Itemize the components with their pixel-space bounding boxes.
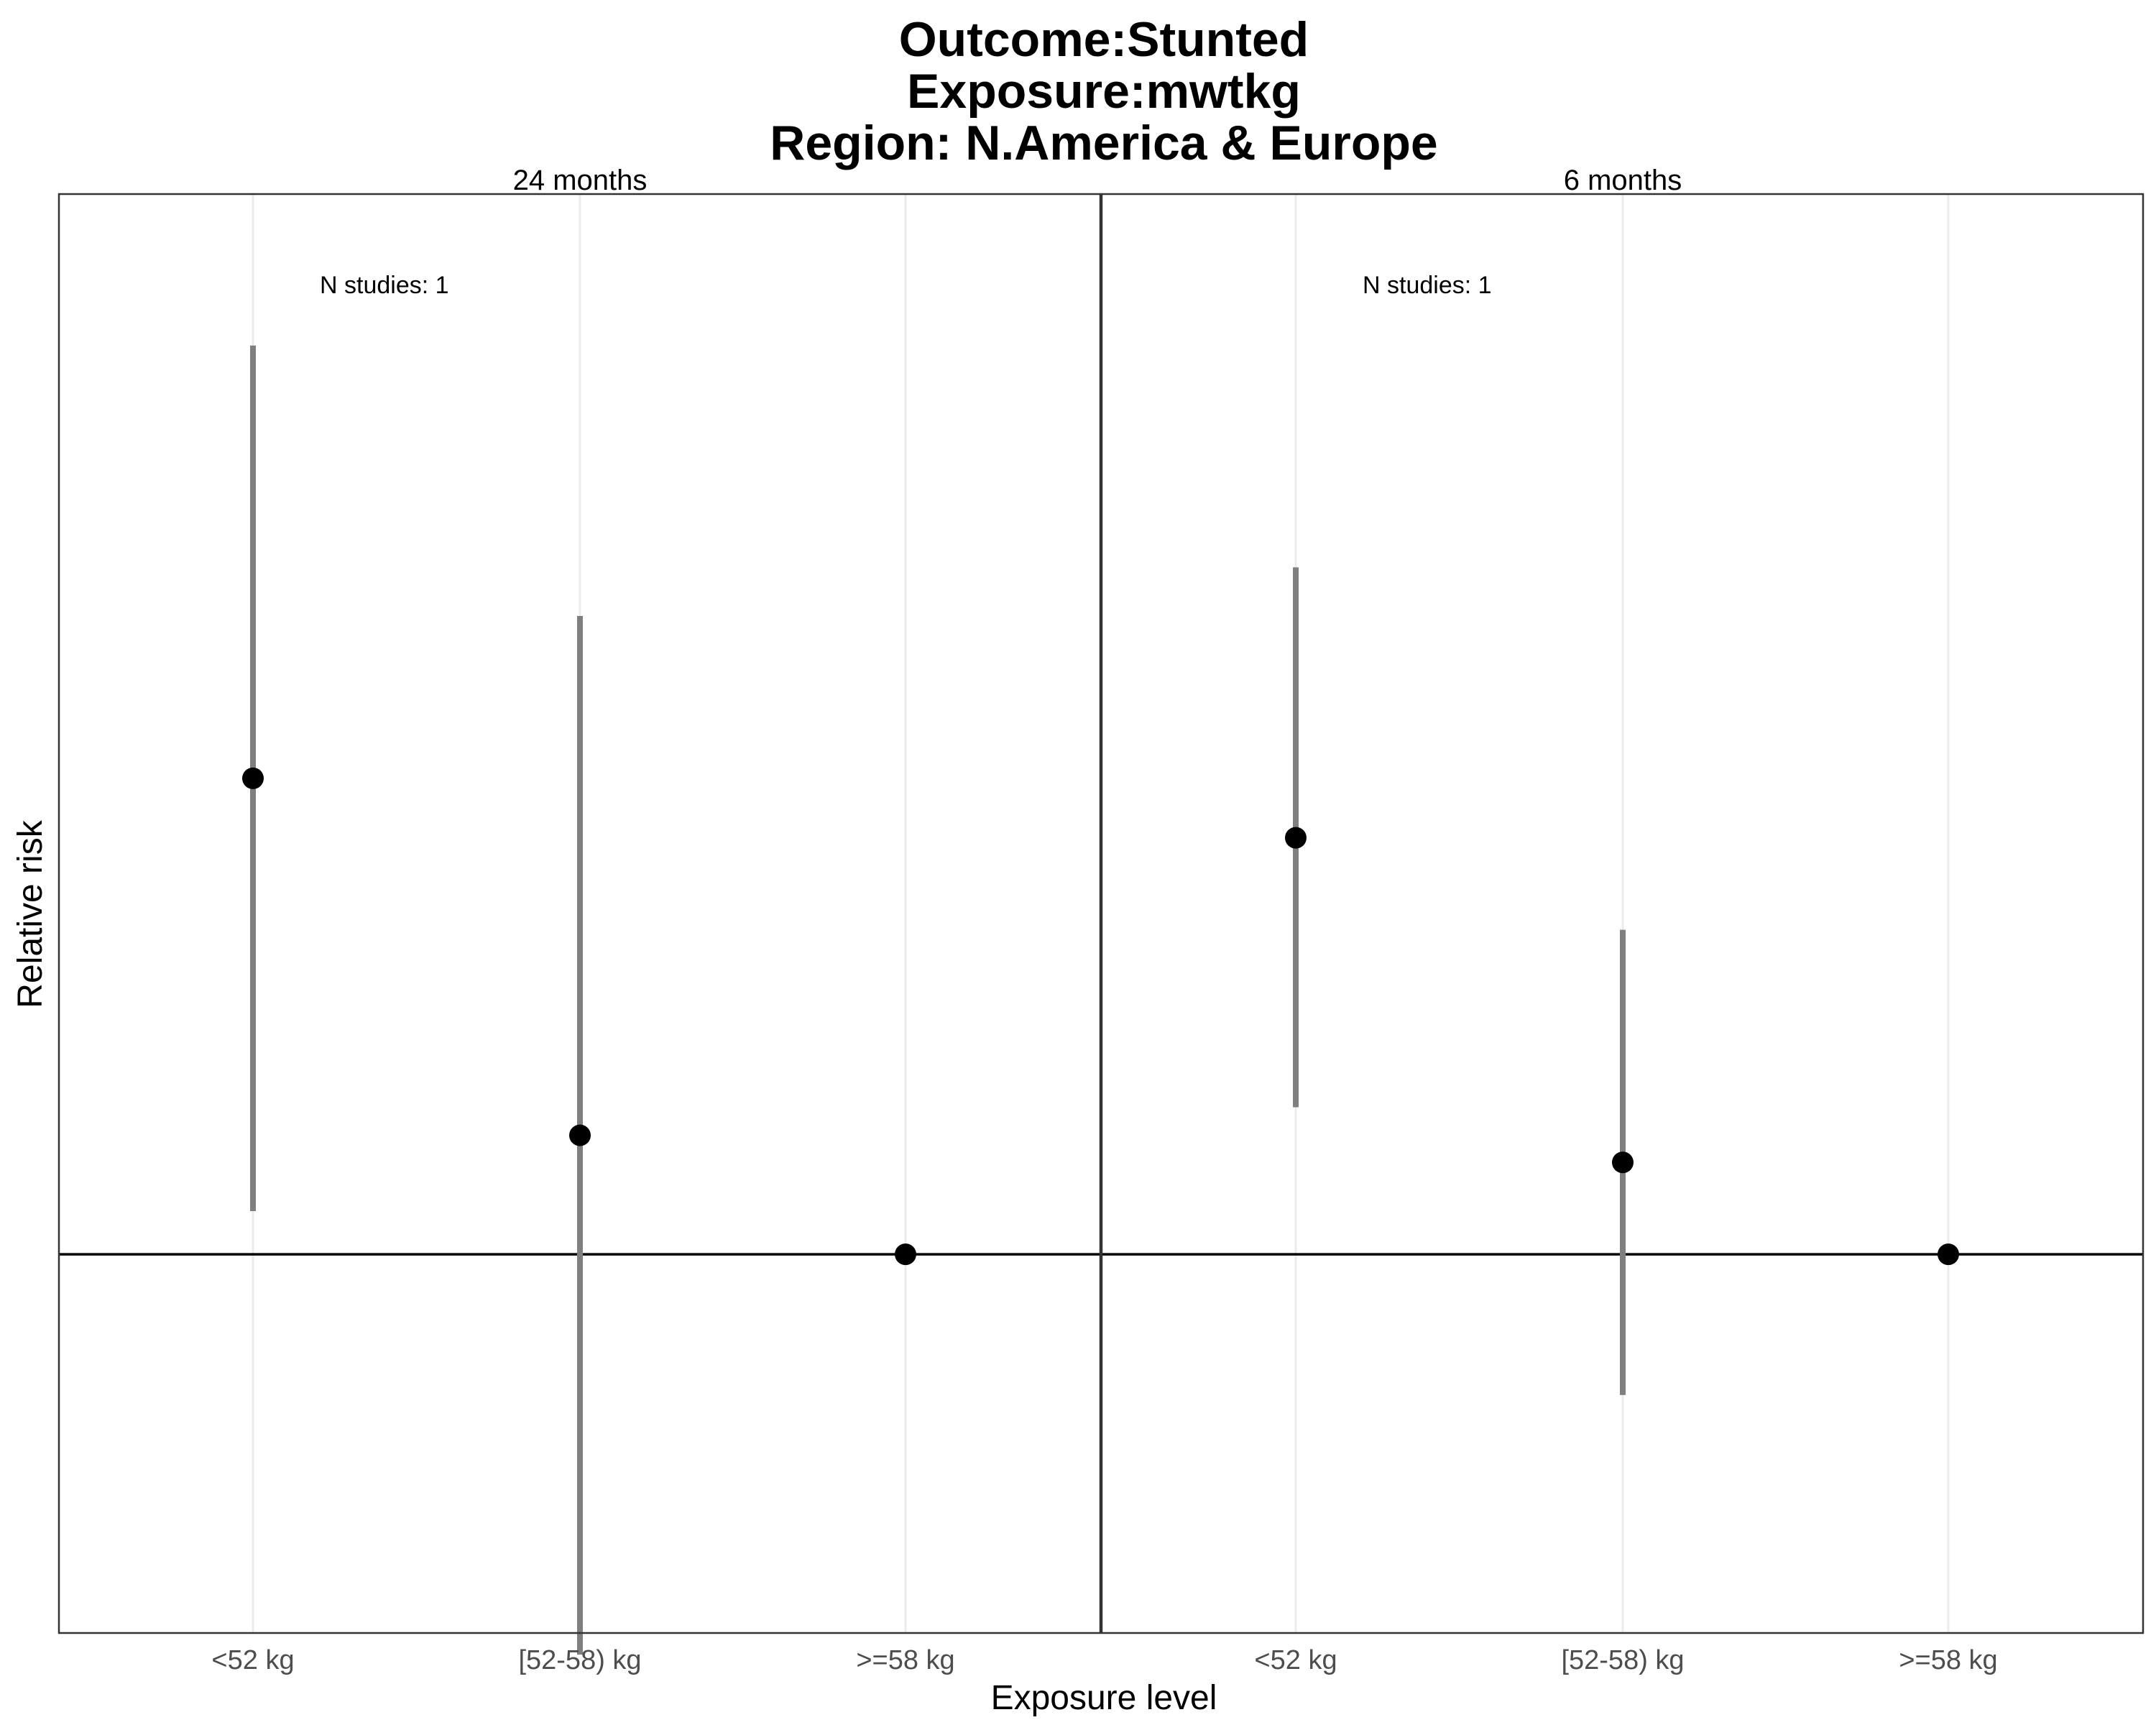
x-tick-label: [52-58) kg bbox=[1561, 1645, 1684, 1675]
chart-title-line-3: Region: N.America & Europe bbox=[770, 116, 1438, 170]
point-estimate bbox=[242, 768, 264, 789]
point-estimate bbox=[1285, 827, 1307, 849]
x-tick-label: >=58 kg bbox=[856, 1645, 954, 1675]
point-estimate bbox=[1938, 1243, 1959, 1265]
n-studies-annotation: N studies: 1 bbox=[320, 272, 449, 299]
x-axis-title: Exposure level bbox=[991, 1679, 1217, 1717]
point-estimate bbox=[569, 1125, 591, 1146]
y-axis-title: Relative risk bbox=[11, 819, 50, 1008]
facet-strip-label: 24 months bbox=[513, 165, 648, 196]
facet-strip-label: 6 months bbox=[1564, 165, 1682, 196]
x-tick-label: >=58 kg bbox=[1899, 1645, 1997, 1675]
x-tick-label: [52-58) kg bbox=[518, 1645, 641, 1675]
n-studies-annotation: N studies: 1 bbox=[1363, 272, 1492, 299]
chart-title-line-2: Exposure:mwtkg bbox=[907, 64, 1301, 119]
x-tick-label: <52 kg bbox=[1254, 1645, 1337, 1675]
point-estimate bbox=[1612, 1151, 1634, 1173]
x-tick-label: <52 kg bbox=[211, 1645, 294, 1675]
chart-title-line-1: Outcome:Stunted bbox=[899, 12, 1309, 67]
point-estimate bbox=[895, 1243, 916, 1265]
